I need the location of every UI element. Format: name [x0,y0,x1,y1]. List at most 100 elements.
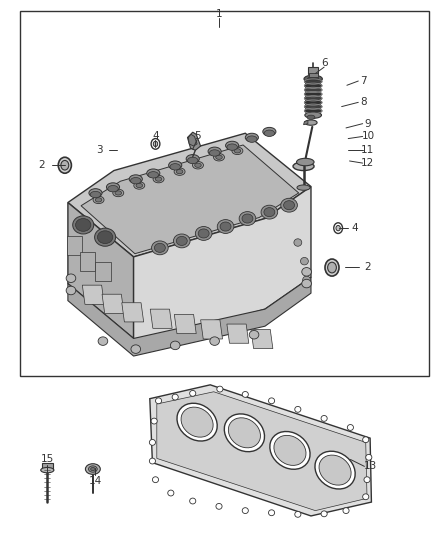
Ellipse shape [131,177,141,184]
Ellipse shape [328,262,336,273]
Ellipse shape [334,223,343,233]
Ellipse shape [307,115,315,119]
Ellipse shape [294,239,302,246]
Ellipse shape [302,279,311,288]
Ellipse shape [153,175,164,183]
Polygon shape [81,145,299,254]
Ellipse shape [215,155,222,159]
Ellipse shape [194,163,201,167]
Ellipse shape [41,467,54,473]
Ellipse shape [227,144,237,150]
Text: 9: 9 [364,119,371,128]
Ellipse shape [224,414,265,451]
Text: 2: 2 [364,262,371,271]
Text: 4: 4 [152,131,159,141]
Ellipse shape [247,136,257,142]
Bar [305,82,321,111]
Ellipse shape [177,403,217,441]
Ellipse shape [113,189,124,197]
Text: 15: 15 [41,455,54,464]
Ellipse shape [75,219,91,231]
Ellipse shape [239,212,256,225]
Text: 4: 4 [351,223,358,233]
Bar [20,11,429,376]
Polygon shape [122,303,144,322]
Ellipse shape [347,424,353,431]
Ellipse shape [364,477,370,483]
Ellipse shape [95,228,116,246]
Ellipse shape [363,494,369,500]
Ellipse shape [91,467,95,471]
Ellipse shape [97,231,113,244]
Ellipse shape [249,330,259,339]
Text: 12: 12 [361,158,374,168]
Polygon shape [134,187,311,348]
Polygon shape [227,324,249,343]
Ellipse shape [61,160,69,170]
Ellipse shape [153,141,158,147]
Ellipse shape [181,407,213,437]
Polygon shape [187,132,201,150]
Ellipse shape [263,127,276,136]
Ellipse shape [155,398,162,404]
Ellipse shape [281,198,297,212]
Ellipse shape [190,498,196,504]
Ellipse shape [195,227,212,240]
Ellipse shape [268,510,275,516]
Ellipse shape [217,220,234,233]
Ellipse shape [187,157,198,164]
Ellipse shape [295,512,301,517]
Ellipse shape [173,234,190,248]
Ellipse shape [226,141,239,150]
Text: 1: 1 [215,9,223,19]
Ellipse shape [136,183,142,188]
Ellipse shape [315,451,355,489]
Ellipse shape [293,162,314,171]
Ellipse shape [268,398,275,404]
Ellipse shape [304,95,322,101]
Ellipse shape [321,511,327,517]
Ellipse shape [152,241,168,255]
Text: 14: 14 [89,476,102,486]
Bar [309,73,318,77]
Ellipse shape [304,92,322,97]
Ellipse shape [304,100,322,105]
Ellipse shape [303,276,311,284]
Ellipse shape [214,154,224,161]
Ellipse shape [174,168,185,175]
Ellipse shape [304,87,322,93]
Polygon shape [188,134,197,146]
Ellipse shape [172,394,178,400]
Ellipse shape [216,503,222,510]
Ellipse shape [95,198,102,202]
Ellipse shape [234,149,241,153]
Ellipse shape [305,112,321,118]
Ellipse shape [242,214,253,223]
Bar [42,463,53,470]
Ellipse shape [232,147,243,155]
Polygon shape [102,294,124,313]
Ellipse shape [154,243,166,253]
Ellipse shape [274,435,306,465]
Polygon shape [157,392,367,511]
Ellipse shape [98,337,108,345]
Ellipse shape [217,386,223,392]
Text: 13: 13 [364,462,377,471]
Polygon shape [80,252,95,271]
Ellipse shape [134,182,145,189]
Ellipse shape [366,454,372,461]
Ellipse shape [304,108,322,114]
Ellipse shape [186,155,199,163]
Ellipse shape [198,229,209,238]
Ellipse shape [242,507,248,514]
Ellipse shape [73,216,94,234]
Text: 6: 6 [321,58,328,68]
Text: 7: 7 [360,76,367,86]
Ellipse shape [220,222,231,231]
Ellipse shape [152,477,159,483]
Text: 5: 5 [194,131,201,141]
Ellipse shape [193,161,203,169]
Polygon shape [150,385,371,516]
Ellipse shape [363,437,369,442]
Ellipse shape [245,133,258,142]
